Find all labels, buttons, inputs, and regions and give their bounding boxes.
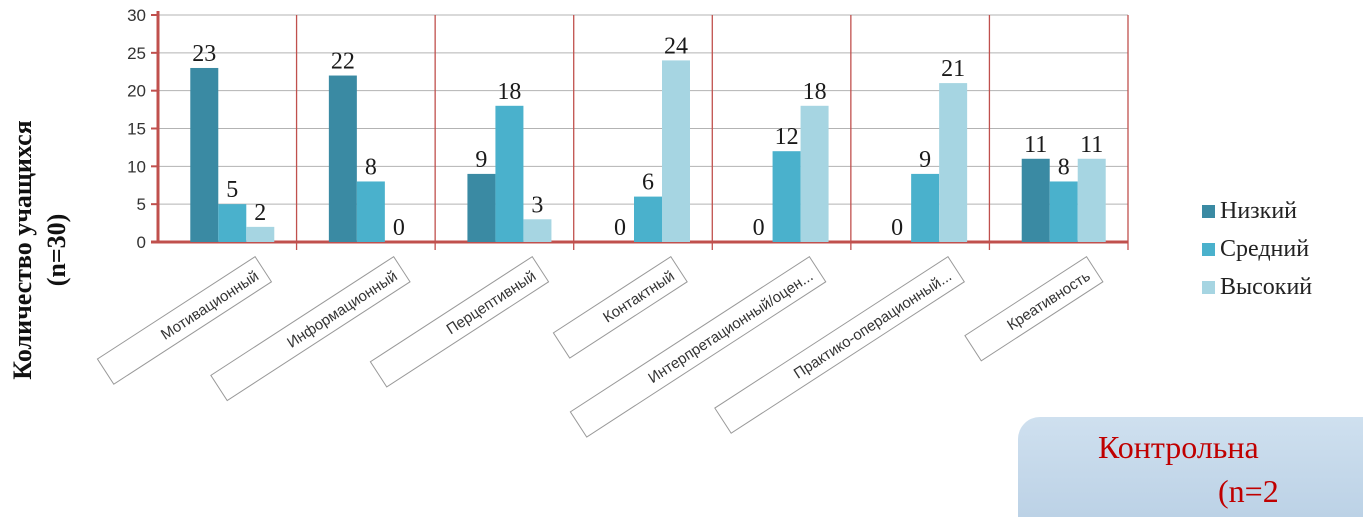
data-label: 8 bbox=[1058, 154, 1070, 180]
category-label: Информационный bbox=[284, 268, 400, 352]
bar bbox=[467, 173, 496, 242]
control-group-title: Контрольна bbox=[1098, 429, 1259, 465]
y-tick-label: 25 bbox=[127, 44, 146, 63]
category-label-frame bbox=[569, 255, 827, 438]
data-label: 12 bbox=[775, 124, 799, 150]
data-label: 3 bbox=[531, 192, 543, 218]
y-tick-label: 0 bbox=[137, 233, 146, 252]
data-label: 18 bbox=[803, 79, 827, 105]
y-tick-label: 5 bbox=[137, 195, 146, 214]
y-axis-label-line-2: (n=30) bbox=[42, 213, 71, 287]
category-label: Перцептивный bbox=[444, 268, 540, 338]
category-label-frame bbox=[210, 255, 411, 402]
bar bbox=[523, 219, 552, 242]
category-label-frame bbox=[96, 255, 273, 385]
data-label: 6 bbox=[642, 170, 654, 196]
bar bbox=[939, 83, 968, 242]
bar bbox=[1077, 158, 1106, 242]
bar bbox=[800, 105, 829, 242]
data-label: 11 bbox=[1080, 132, 1103, 158]
legend-item-medium: Средний bbox=[1202, 234, 1362, 264]
bar bbox=[190, 67, 219, 242]
control-group-box: Контрольна (n=2 bbox=[1018, 417, 1363, 517]
category-label-box: Контактный bbox=[552, 255, 688, 359]
data-label: 0 bbox=[891, 215, 903, 241]
bar bbox=[1049, 181, 1078, 242]
legend-swatch-high bbox=[1202, 280, 1215, 294]
y-tick-label: 20 bbox=[127, 82, 146, 101]
y-axis-label-line-1: Количество учащихся bbox=[8, 120, 37, 380]
category-label-box: Практико-операционный... bbox=[714, 255, 965, 434]
bar bbox=[634, 196, 662, 242]
data-label: 11 bbox=[1024, 132, 1047, 158]
data-label: 21 bbox=[941, 56, 965, 82]
y-tick-label: 15 bbox=[127, 120, 146, 139]
bar bbox=[772, 151, 801, 242]
category-label: Мотивационный bbox=[158, 268, 262, 344]
y-tick-label: 10 bbox=[127, 157, 146, 176]
bar bbox=[356, 181, 385, 242]
bar bbox=[328, 75, 357, 243]
category-label: Креативность bbox=[1004, 268, 1093, 334]
data-label: 8 bbox=[365, 154, 377, 180]
category-label-frame bbox=[369, 255, 550, 388]
y-axis-label: Количество учащихся (n=30) bbox=[6, 120, 74, 379]
legend-label-high: Высокий bbox=[1220, 273, 1313, 300]
data-label: 0 bbox=[393, 215, 405, 241]
category-label-box: Креативность bbox=[964, 255, 1104, 362]
data-label: 22 bbox=[331, 49, 355, 75]
bar-chart: 0510152025302352228091830624012180921118… bbox=[96, 6, 1129, 438]
data-label: 0 bbox=[614, 215, 626, 241]
legend-label-low: Низкий bbox=[1220, 197, 1298, 224]
category-label-frame bbox=[964, 255, 1104, 362]
bar bbox=[218, 204, 247, 242]
bar bbox=[1021, 158, 1050, 242]
data-label: 5 bbox=[226, 177, 238, 203]
legend-swatch-medium bbox=[1202, 242, 1215, 256]
bar bbox=[495, 105, 524, 242]
data-label: 9 bbox=[475, 147, 487, 173]
bar bbox=[911, 173, 940, 242]
category-label-frame bbox=[714, 255, 965, 434]
legend-item-high: Высокий bbox=[1202, 272, 1362, 302]
control-group-count: (n=2 bbox=[1218, 473, 1279, 509]
data-label: 0 bbox=[753, 215, 765, 241]
category-label-box: Интерпретационный/оцен... bbox=[569, 255, 827, 438]
legend-item-low: Низкий bbox=[1202, 196, 1362, 226]
bar bbox=[662, 60, 690, 243]
legend-label-medium: Средний bbox=[1220, 235, 1310, 262]
category-label-frame bbox=[552, 255, 688, 359]
data-label: 23 bbox=[192, 41, 216, 67]
data-label: 2 bbox=[254, 200, 266, 226]
data-label: 24 bbox=[664, 33, 688, 59]
y-tick-label: 30 bbox=[127, 6, 146, 25]
bar bbox=[246, 226, 275, 242]
legend-swatch-low bbox=[1202, 204, 1215, 218]
legend: Низкий Средний Высокий bbox=[1202, 196, 1362, 310]
data-label: 18 bbox=[497, 79, 521, 105]
data-label: 9 bbox=[919, 147, 931, 173]
